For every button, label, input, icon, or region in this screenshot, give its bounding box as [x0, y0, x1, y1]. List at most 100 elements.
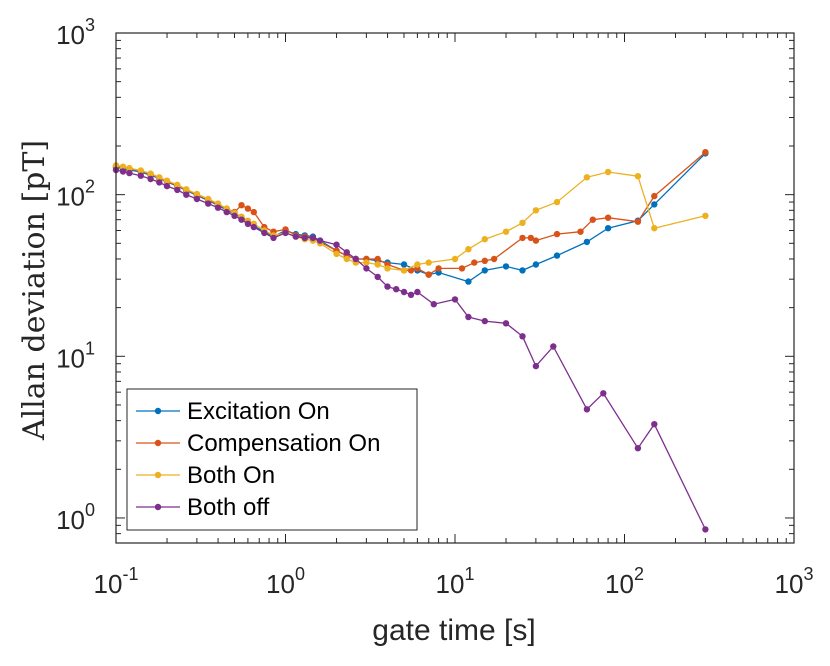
data-point: [174, 181, 181, 188]
data-point: [223, 208, 230, 216]
data-point: [481, 236, 488, 243]
data-point: [481, 257, 488, 264]
data-point: [333, 250, 340, 258]
data-point: [400, 267, 408, 274]
data-point: [577, 228, 584, 235]
data-point: [137, 167, 144, 174]
data-point: [502, 320, 510, 327]
data-point: [532, 362, 540, 370]
data-point: [316, 237, 324, 244]
data-point: [231, 212, 238, 219]
legend-entry: Both off: [136, 494, 270, 521]
data-point: [374, 273, 381, 281]
data-point: [651, 201, 658, 208]
data-point: [583, 174, 591, 181]
data-point: [244, 205, 252, 212]
data-point: [451, 296, 459, 303]
data-point: [343, 249, 350, 256]
data-point: [519, 234, 526, 242]
data-point: [292, 233, 299, 240]
legend-entry: Excitation On: [136, 398, 330, 425]
data-point: [435, 265, 442, 272]
data-point: [147, 175, 154, 183]
data-point: [553, 198, 561, 206]
data-point: [502, 228, 510, 235]
axes-layer: [115, 32, 795, 544]
data-point: [481, 267, 488, 274]
data-point: [126, 169, 133, 177]
legend-entry: Both On: [136, 462, 275, 489]
data-point: [183, 191, 190, 198]
data-point: [458, 265, 466, 272]
data-point: [532, 237, 540, 244]
data-point: [250, 223, 257, 231]
data-point: [532, 261, 540, 268]
data-point: [481, 317, 488, 325]
data-point: [244, 220, 252, 227]
data-point: [532, 207, 540, 214]
data-point: [604, 214, 612, 221]
data-point: [604, 168, 612, 176]
data-point: [414, 261, 421, 268]
data-point: [250, 208, 257, 216]
data-point: [471, 259, 478, 266]
data-point: [604, 225, 612, 232]
data-point: [502, 263, 510, 270]
data-point: [137, 172, 144, 179]
data-point: [400, 288, 408, 296]
data-point: [163, 182, 171, 190]
data-point: [553, 230, 561, 238]
data-point: [384, 283, 391, 290]
data-point: [126, 164, 133, 172]
legend-marker: [154, 503, 162, 511]
data-point: [600, 390, 607, 397]
x-axis-label: gate time [s]: [372, 614, 535, 647]
legend-label: Compensation On: [187, 430, 380, 457]
data-point: [309, 234, 317, 242]
data-point: [363, 265, 370, 272]
data-point: [465, 246, 472, 253]
legend-marker: [154, 471, 162, 479]
data-point: [374, 261, 381, 268]
data-point: [400, 261, 408, 268]
data-point: [193, 190, 201, 198]
series-4: [112, 166, 709, 533]
legend-marker: [154, 407, 162, 415]
data-point: [183, 186, 190, 193]
data-point: [193, 195, 201, 203]
data-point: [634, 173, 642, 180]
data-point: [519, 333, 526, 340]
data-point: [527, 234, 534, 242]
x-tick-label: 10-1: [94, 564, 139, 599]
data-point: [333, 241, 340, 248]
legend-entry: Compensation On: [136, 430, 380, 457]
data-point: [393, 286, 400, 293]
data-point: [374, 255, 381, 263]
data-point: [174, 186, 181, 194]
data-point: [363, 259, 370, 266]
data-point: [214, 204, 222, 211]
y-tick-label: 101: [56, 338, 95, 373]
data-point: [651, 225, 658, 232]
data-point: [282, 229, 289, 237]
x-tick-label: 102: [605, 564, 644, 599]
data-point: [430, 301, 437, 308]
data-point: [352, 255, 359, 263]
ticks-layer: 10-1 100 101 102 103 100 101 102 103: [56, 15, 813, 599]
data-point: [384, 265, 391, 272]
data-point: [553, 252, 561, 259]
data-point: [301, 234, 308, 242]
data-point: [451, 255, 459, 263]
y-tick-label: 100: [56, 500, 95, 535]
legend-marker: [154, 439, 162, 447]
data-point: [702, 149, 709, 156]
data-point: [589, 216, 596, 223]
data-point: [651, 421, 658, 428]
data-point: [119, 163, 127, 170]
data-point: [205, 200, 212, 207]
y-axis-label: Allan deviation [pT]: [17, 140, 52, 441]
data-point: [156, 174, 163, 181]
data-point: [634, 218, 642, 225]
